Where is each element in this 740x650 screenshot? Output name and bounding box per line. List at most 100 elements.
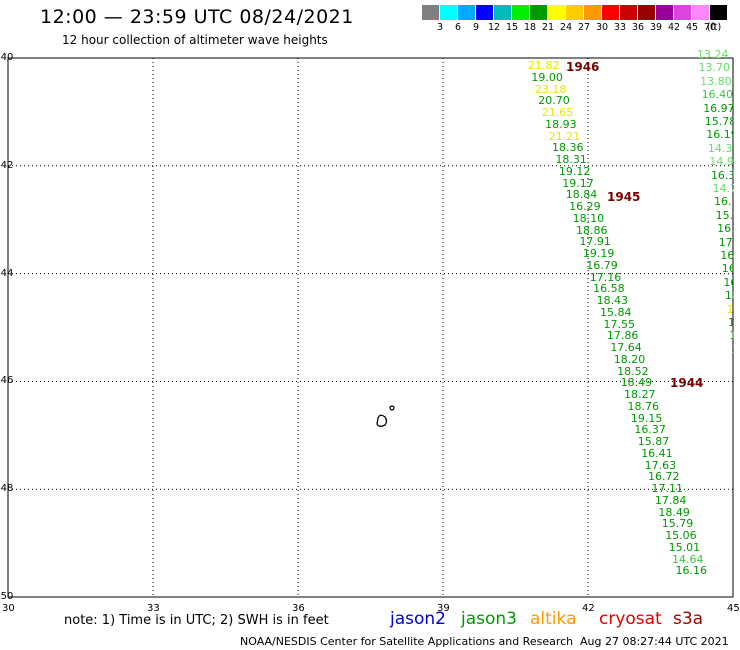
lat-label: -50 (0, 591, 14, 602)
wave-height-label: 18.31 (555, 153, 587, 166)
legend-label: 36 (631, 22, 645, 33)
wave-height-label: 21.82 (528, 59, 560, 72)
legend-label: 39 (649, 22, 663, 33)
wave-height-label: 17.84 (654, 493, 687, 507)
lat-label: -40 (0, 52, 14, 63)
edge-wave-height-label: 13.70 (698, 61, 731, 75)
wave-height-label: 16.58 (593, 282, 625, 296)
wave-height-label: 19.17 (562, 176, 594, 190)
lat-label: -46 (0, 375, 14, 387)
legend-swatch (458, 5, 475, 20)
wave-height-label: 15.06 (665, 529, 697, 542)
wave-height-label: 21.21 (548, 129, 581, 143)
legend-swatch (656, 5, 673, 20)
wave-height-label: 16.79 (586, 258, 618, 272)
edge-wave-height-label: 16.97 (717, 222, 740, 236)
legend-label: 70 (703, 22, 717, 33)
map-subtitle: 12 hour collection of altimeter wave hei… (62, 33, 328, 47)
edge-wave-height-label: 14.71 (712, 182, 737, 195)
map-frame (7, 57, 734, 598)
lat-label: -44 (0, 267, 14, 279)
edge-wave-height-label: 16.27 (721, 262, 740, 276)
wave-height-label: 15.01 (668, 540, 701, 554)
wave-height-label: 15.84 (600, 305, 632, 319)
lon-label: 30 (2, 603, 15, 614)
legend-swatch (584, 5, 601, 20)
satellite-label: s3a (673, 609, 704, 629)
edge-wave-height-label: 16.19 (706, 128, 738, 142)
wave-height-label: 18.36 (552, 141, 584, 155)
edge-wave-height-label: 16.98 (728, 316, 740, 329)
wave-height-label: 18.76 (627, 399, 659, 413)
wave-height-label: 18.20 (613, 352, 646, 366)
legend-label: 30 (595, 22, 609, 33)
edge-wave-height-label: 17.27 (718, 235, 740, 249)
edge-wave-height-label: 19.44 (731, 342, 739, 356)
track-time-label: 1946 (566, 60, 600, 74)
wave-height-label: 17.63 (644, 458, 677, 472)
wave-height-label: 15.87 (637, 435, 670, 448)
wave-height-label: 18.52 (617, 364, 649, 378)
legend-swatch (602, 5, 619, 20)
island-outline (389, 405, 395, 411)
lon-label: 42 (582, 603, 595, 614)
legend-label: 45 (685, 22, 699, 33)
legend-swatch (638, 5, 655, 20)
legend-swatch (440, 5, 457, 20)
legend-swatch (530, 5, 547, 20)
wave-height-label: 16.16 (675, 564, 707, 578)
legend-label: 18 (523, 22, 537, 33)
wave-height-label: 17.86 (606, 329, 639, 343)
edge-wave-height-label: 18.02 (724, 289, 739, 303)
island-outline (376, 414, 388, 427)
wave-height-label: 23.18 (534, 82, 567, 96)
wave-height-label: 21.65 (541, 106, 574, 119)
legend-swatch (620, 5, 637, 20)
wave-height-label: 19.15 (630, 411, 663, 425)
lon-label: 33 (147, 603, 160, 614)
wave-height-label: 15.79 (661, 517, 694, 531)
legend-label: 21 (541, 22, 555, 33)
edge-wave-height-label: 16.89 (723, 275, 738, 289)
edge-wave-height-label: 16.83 (720, 249, 738, 262)
legend-label: 6 (454, 22, 462, 33)
footer-timestamp: Aug 27 08:27:44 UTC 2021 (580, 635, 729, 648)
edge-wave-height-label: 13.80 (700, 74, 732, 88)
legend-label: 12 (487, 22, 501, 33)
wave-height-label: 18.49 (658, 505, 690, 519)
edge-wave-height-label: 15.78 (704, 115, 737, 128)
legend-label: 42 (667, 22, 681, 33)
wave-height-label: 16.29 (569, 200, 601, 213)
edge-wave-height-label: 15.57 (715, 208, 740, 222)
wave-height-label: 18.10 (572, 211, 605, 225)
lat-label: -42 (0, 159, 14, 171)
wave-height-label: 17.64 (610, 341, 642, 354)
footer-credit: NOAA/NESDIS Center for Satellite Applica… (240, 635, 574, 648)
track-time-label: 1945 (607, 190, 641, 204)
legend-swatch (710, 5, 727, 20)
wave-height-label: 16.37 (634, 423, 666, 437)
edge-wave-height-label: 14.90 (709, 155, 740, 169)
wave-height-label: 19.12 (558, 164, 591, 178)
satellite-label: altika (530, 609, 577, 629)
legend-unit: (ft) (706, 22, 722, 33)
lon-label: 45 (727, 603, 740, 614)
legend-swatch (494, 5, 511, 20)
legend-swatch (566, 5, 583, 20)
legend-swatch (692, 5, 709, 20)
edge-wave-height-label: 16.70 (714, 195, 739, 209)
wave-height-label: 17.11 (651, 482, 683, 495)
track-time-label: 1944 (670, 376, 704, 390)
edge-wave-height-label: 14.31 (707, 141, 740, 155)
wave-height-label: 18.86 (576, 223, 608, 237)
wave-height-label: 14.64 (672, 552, 704, 566)
wave-height-label: 19.19 (582, 247, 615, 260)
wave-height-label: 18.27 (624, 388, 656, 401)
legend-label: 24 (559, 22, 573, 33)
legend-label: 9 (472, 22, 480, 33)
lon-label: 39 (437, 603, 450, 614)
legend-label: 3 (436, 22, 444, 33)
wave-height-label: 17.91 (579, 235, 611, 249)
wave-height-label: 16.41 (641, 446, 673, 460)
